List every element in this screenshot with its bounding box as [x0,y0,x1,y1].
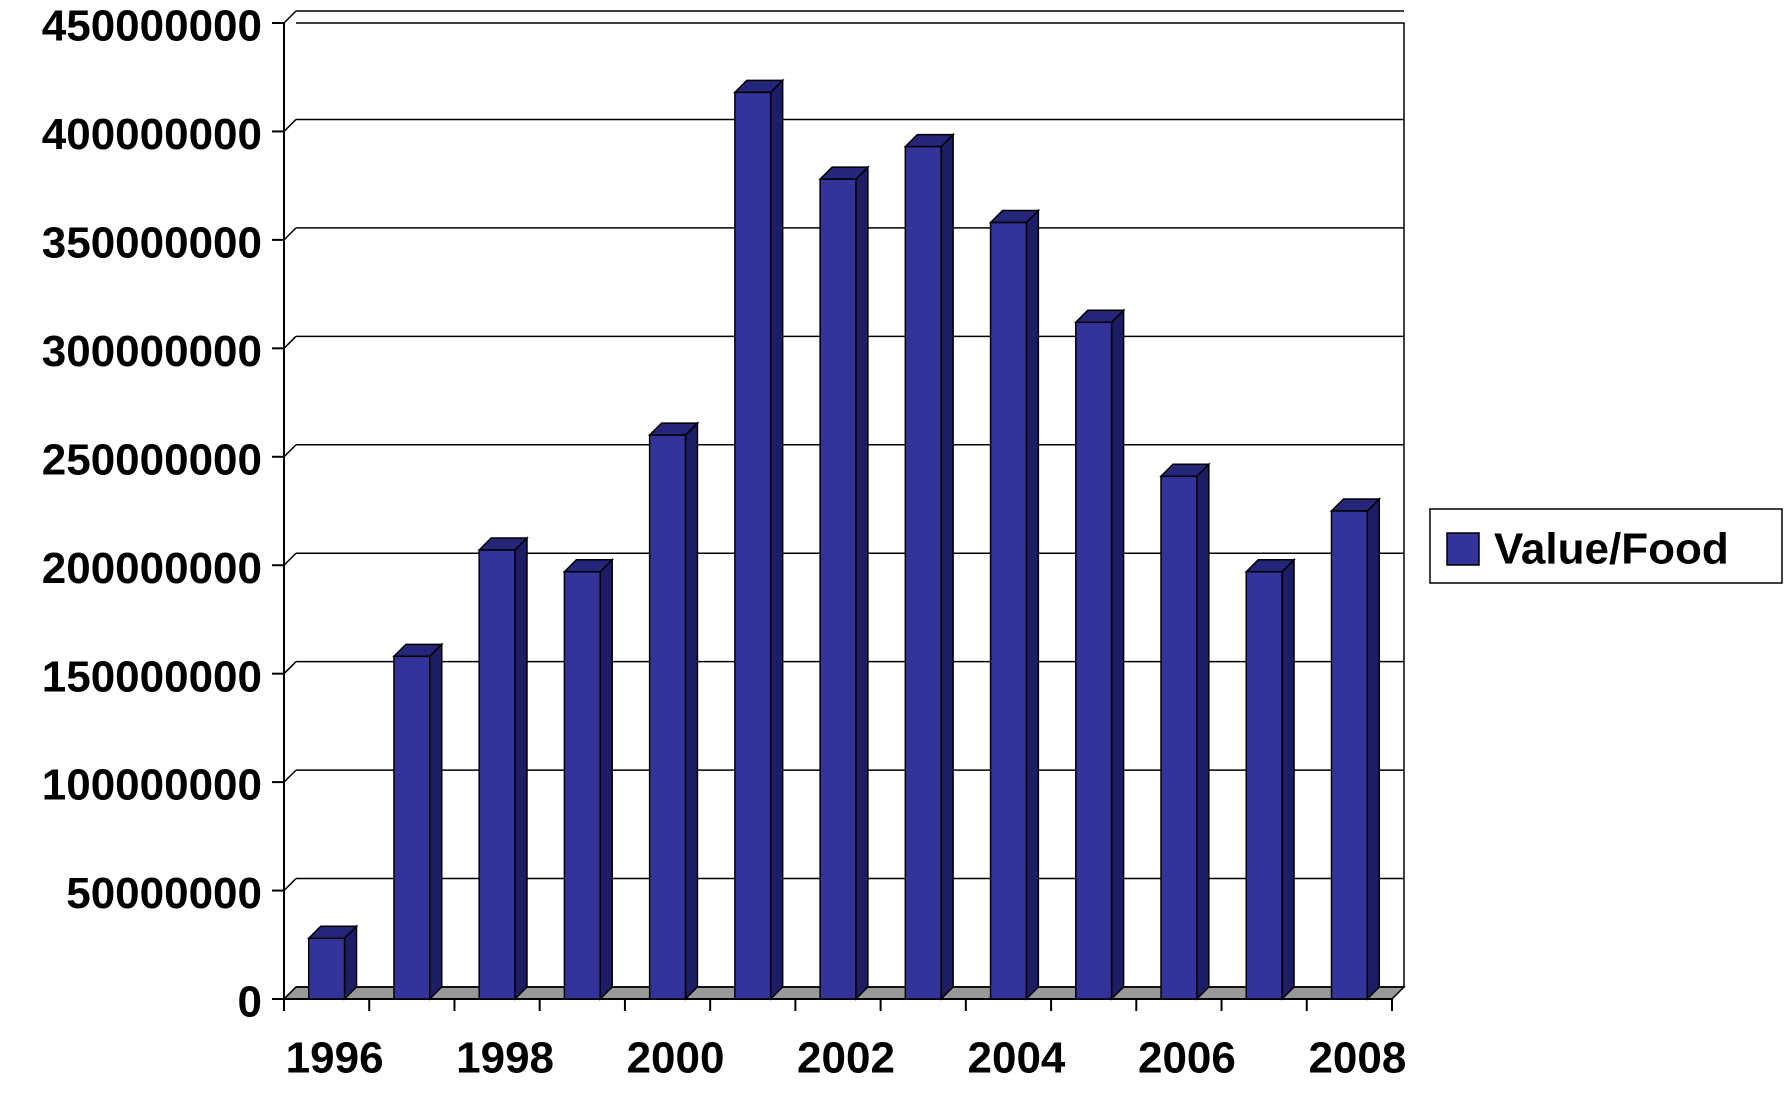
bar [735,92,771,999]
legend-label: Value/Food [1494,525,1729,574]
bar-side [515,538,527,999]
x-tick-label: 1996 [286,1034,384,1083]
bar [1331,511,1367,999]
y-tick-label: 200000000 [42,544,262,593]
bar [479,550,515,999]
y-tick-label: 0 [238,978,262,1027]
bar [820,179,856,999]
x-tick-label: 2008 [1308,1034,1406,1083]
bar-side [1197,464,1209,999]
bar-side [600,560,612,999]
x-tick-label: 1998 [456,1034,554,1083]
grid-line [284,445,296,457]
y-tick-label: 100000000 [42,761,262,810]
bar-side [1282,560,1294,999]
bar-side [430,644,442,999]
bar [1246,572,1282,999]
x-tick-label: 2004 [968,1034,1066,1083]
y-tick-label: 150000000 [42,652,262,701]
bar-side [1367,499,1379,999]
y-tick-label: 350000000 [42,219,262,268]
bar-side [1026,211,1038,999]
bar [991,223,1027,999]
bar-side [685,423,697,999]
bar-side [1112,310,1124,999]
x-tick-label: 2002 [797,1034,895,1083]
bar-side [856,167,868,999]
grid-line [284,553,296,565]
y-tick-label: 450000000 [42,2,262,51]
x-tick-label: 2006 [1138,1034,1236,1083]
legend-swatch [1447,533,1479,565]
bar [1076,322,1112,999]
bar [1161,476,1197,999]
bar [394,656,430,999]
y-tick-label: 250000000 [42,435,262,484]
grid-line [284,228,296,240]
x-tick-label: 2000 [627,1034,725,1083]
grid-line [284,119,296,131]
y-tick-label: 300000000 [42,327,262,376]
bar-side [941,135,953,999]
bar [650,435,686,999]
chart: 0 50000000 100000000 150000000 200000000 2500… [0,0,1785,1094]
grid-line [284,662,296,674]
bar-side [771,80,783,999]
bar [564,572,600,999]
y-tick-label: 400000000 [42,110,262,159]
grid-line [284,11,296,23]
grid-line [284,336,296,348]
bar [905,147,941,999]
grid-line [284,770,296,782]
bar [309,938,345,999]
y-tick-label: 50000000 [66,869,262,918]
grid-line [284,879,296,891]
